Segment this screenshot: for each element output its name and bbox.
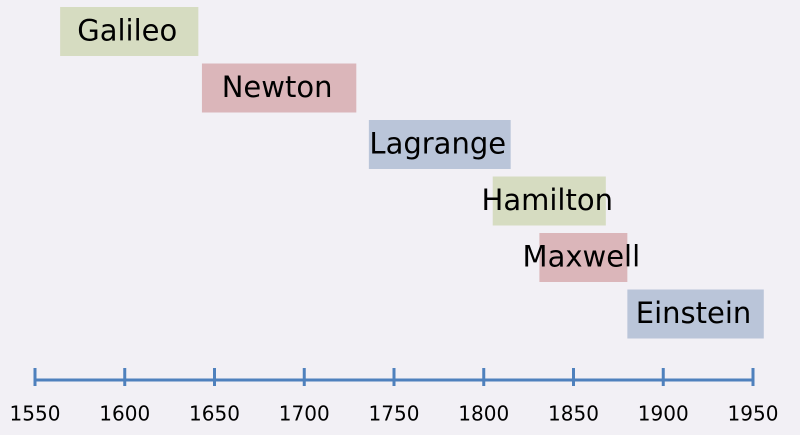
x-tick-label: 1600 bbox=[99, 402, 150, 426]
lifespan-bar bbox=[201, 63, 357, 113]
x-tick-label: 1750 bbox=[369, 402, 420, 426]
bar-label: Galileo bbox=[77, 14, 177, 48]
bar-label: Lagrange bbox=[369, 127, 506, 161]
x-tick-label: 1650 bbox=[189, 402, 240, 426]
lifespan-bar bbox=[492, 176, 606, 226]
lifespan-bar bbox=[627, 289, 764, 339]
lifespan-bar bbox=[60, 7, 199, 56]
x-tick-label: 1900 bbox=[638, 402, 689, 426]
bar-label: Newton bbox=[222, 70, 333, 104]
x-tick-label: 1800 bbox=[458, 402, 509, 426]
lifespan-bar bbox=[539, 233, 628, 282]
x-tick-label: 1550 bbox=[10, 402, 61, 426]
bar-label: Hamilton bbox=[482, 183, 613, 217]
bar-label: Maxwell bbox=[523, 240, 641, 274]
x-tick-label: 1850 bbox=[548, 402, 599, 426]
x-tick-label: 1950 bbox=[728, 402, 779, 426]
bar-label: Einstein bbox=[636, 296, 752, 330]
x-tick-label: 1700 bbox=[279, 402, 330, 426]
lifespan-bar bbox=[368, 120, 511, 169]
